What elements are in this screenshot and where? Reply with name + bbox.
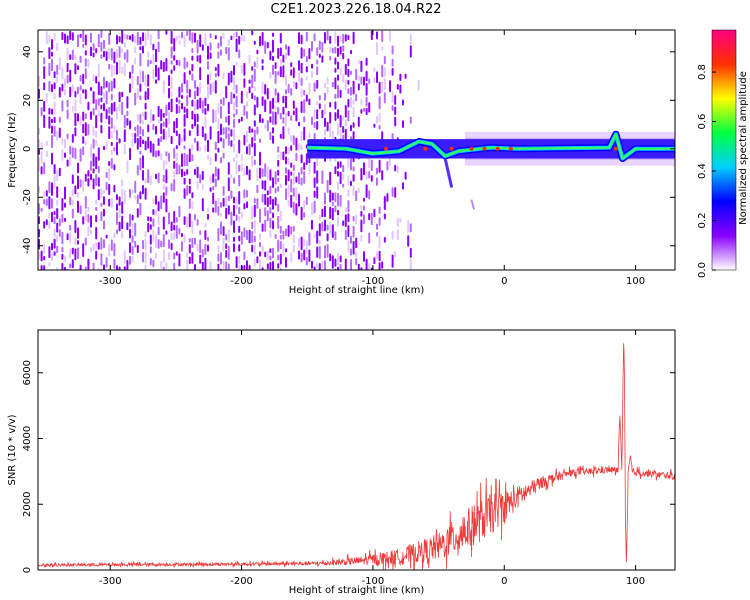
signal-hotspot: [384, 146, 389, 151]
colorbar: [712, 30, 736, 270]
spectrogram-x-tick-label: -100: [362, 276, 385, 287]
spectrogram-x-tick-label: -300: [99, 276, 122, 287]
spectrogram-y-tick-label: -40: [22, 238, 33, 254]
snr-y-axis-label: SNR (10 * v/v): [7, 414, 18, 485]
snr-x-tick-label: 100: [626, 576, 645, 587]
colorbar-tick-label: 0.6: [697, 114, 708, 130]
snr-x-axis-label: Height of straight line (km): [289, 585, 425, 596]
colorbar-tick-label: 0.2: [697, 213, 708, 229]
spectrogram-x-axis-label: Height of straight line (km): [289, 285, 425, 296]
colorbar-tick-label: 0.0: [697, 262, 708, 278]
snr-y-tick-label: 2000: [22, 492, 33, 517]
colorbar-tick-label: 0.4: [697, 163, 708, 179]
snr-series-line: [38, 343, 675, 570]
signal-hotspot: [613, 146, 618, 151]
snr-x-tick-label: 0: [501, 576, 507, 587]
snr-frame: [37, 329, 676, 571]
signal-hotspot: [449, 146, 454, 151]
signal-fragment: [470, 199, 476, 210]
snr-y-tick-label: 0: [22, 567, 33, 573]
signal-hotspot: [495, 146, 500, 151]
spectrogram-frame: [37, 29, 676, 271]
spectrogram-y-tick-label: 20: [22, 94, 33, 107]
spectrogram-x-tick-label: -200: [230, 276, 253, 287]
snr-y-tick-label: 6000: [22, 360, 33, 385]
figure-title: C2E1.2023.226.18.04.R22: [270, 2, 442, 17]
snr-y-tick-label: 4000: [22, 426, 33, 451]
signal-hotspot: [482, 146, 487, 151]
spectrogram-y-tick-label: 40: [22, 45, 33, 58]
colorbar-frame: [711, 29, 737, 271]
signal-hotspot: [423, 146, 428, 151]
signal-hotspot: [469, 146, 474, 151]
snr-x-tick-label: -100: [362, 576, 385, 587]
colorbar-tick-label: 0.8: [697, 64, 708, 80]
signal-hotspot: [508, 146, 513, 151]
spectrogram-y-tick-label: -20: [22, 189, 33, 205]
spectrogram-y-axis-label: Frequency (Hz): [7, 112, 18, 188]
spectrogram-plot: [38, 30, 675, 270]
snr-plot: [38, 343, 675, 570]
snr-x-tick-label: -300: [99, 576, 122, 587]
signal-ridge-core: [307, 133, 675, 160]
spectrogram-y-tick-label: 0: [22, 146, 33, 152]
colorbar-label: Normalized spectral amplitude: [738, 71, 749, 225]
spectrogram-x-tick-label: 0: [501, 276, 507, 287]
spectrogram-x-tick-label: 100: [626, 276, 645, 287]
snr-x-tick-label: -200: [230, 576, 253, 587]
signal-tail: [443, 158, 454, 188]
